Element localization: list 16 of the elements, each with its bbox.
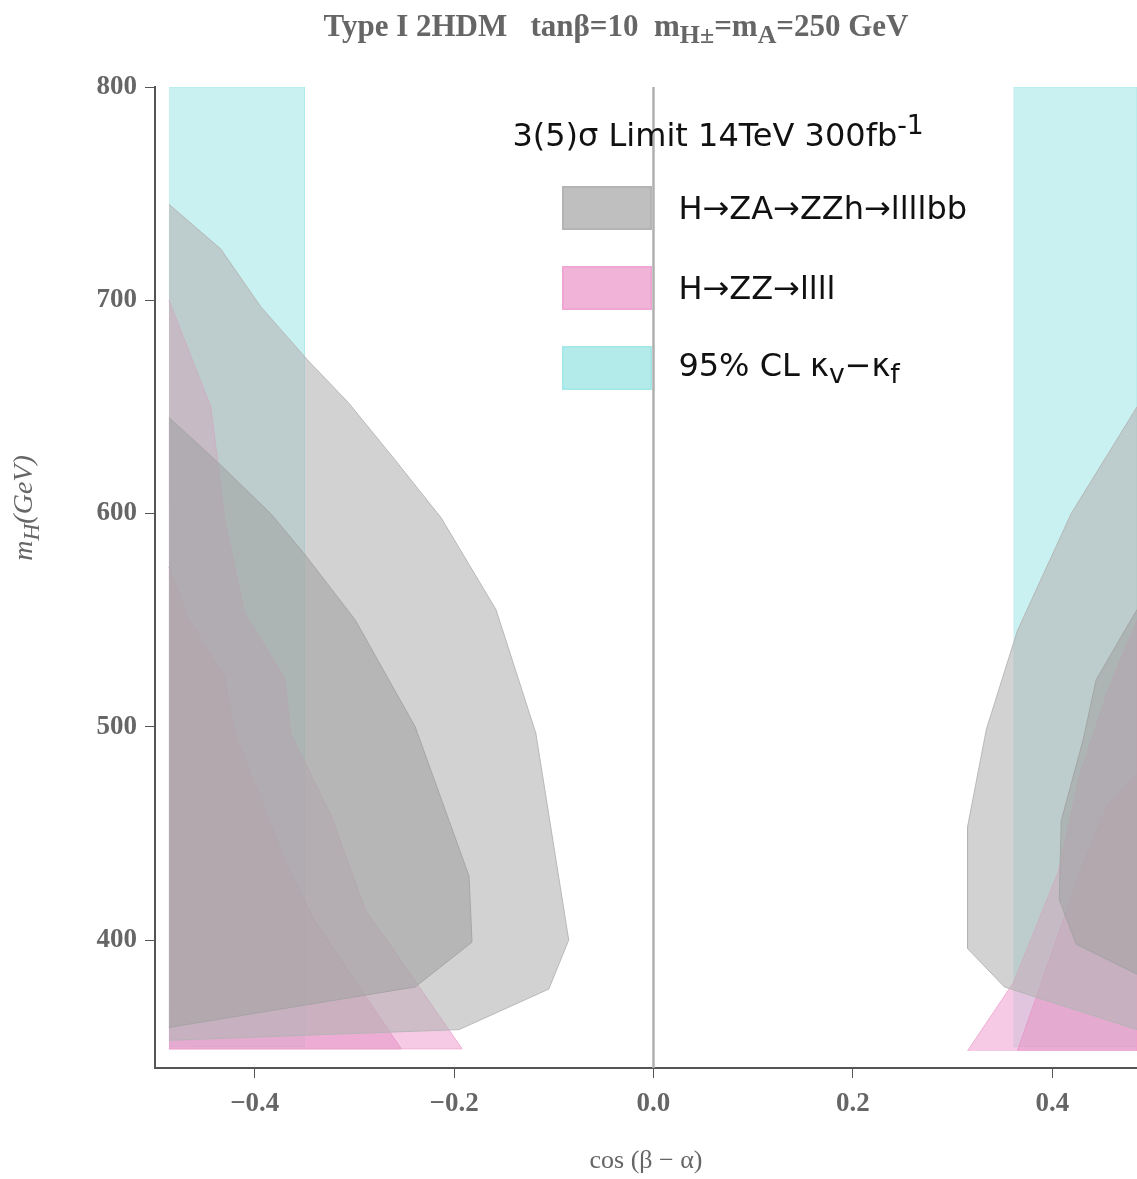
x-tick-label: −0.2 bbox=[429, 1087, 479, 1118]
legend-label: H→ZZ→llll bbox=[678, 268, 836, 307]
y-tick-label: 600 bbox=[96, 496, 137, 527]
legend-title: 3(5)σ Limit 14TeV 300fb$^{-1}$ bbox=[512, 109, 925, 154]
x-tick-label: 0.0 bbox=[636, 1087, 671, 1118]
x-tick-label: −0.4 bbox=[230, 1087, 280, 1118]
y-tick-label: 500 bbox=[96, 709, 137, 740]
x-axis-title: cos (β − α) bbox=[588, 1145, 704, 1175]
x-tick-label: 0.2 bbox=[835, 1087, 870, 1118]
legend-label: H→ZA→ZZh→llllbb bbox=[678, 188, 967, 227]
y-tick-label: 400 bbox=[96, 923, 137, 954]
x-tick-label: 0.4 bbox=[1035, 1087, 1070, 1118]
chart-title: Type I 2HDM tanβ=10 m$_{H±}$=m$_{A}$=250 GeV bbox=[322, 8, 910, 51]
legend-label: 95% CL κ$_{v}$−κ$_{f}$ bbox=[678, 345, 900, 390]
y-tick-label: 800 bbox=[96, 69, 137, 100]
y-tick-label: 700 bbox=[96, 283, 137, 314]
